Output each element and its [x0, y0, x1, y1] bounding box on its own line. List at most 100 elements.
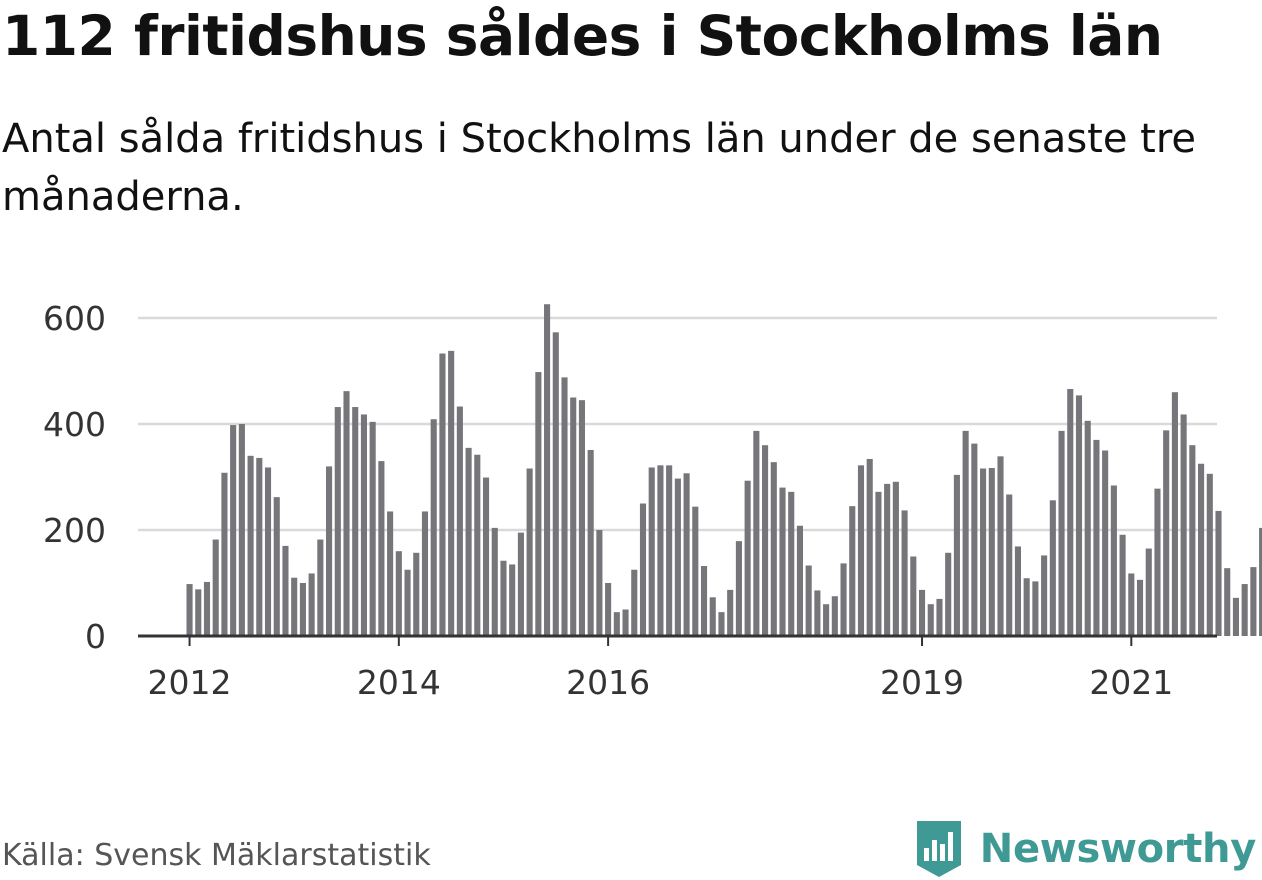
bar [779, 488, 785, 636]
chart-subtitle: Antal sålda fritidshus i Stockholms län … [2, 110, 1222, 226]
bar [1181, 414, 1187, 636]
source-note: Källa: Svensk Mäklarstatistik [2, 838, 431, 873]
bar [788, 492, 794, 636]
bar [187, 584, 193, 636]
bar [282, 546, 288, 636]
bar [1128, 573, 1134, 636]
bar [954, 475, 960, 636]
bar [1154, 489, 1160, 636]
x-tick-label: 2019 [880, 663, 964, 702]
bar [588, 450, 594, 636]
bar [405, 570, 411, 636]
bar [971, 444, 977, 636]
bar [1093, 440, 1099, 636]
bar [997, 456, 1003, 636]
bar [579, 400, 585, 636]
bar [1067, 389, 1073, 636]
bar [849, 506, 855, 636]
bar [1233, 598, 1239, 636]
bar [1224, 568, 1230, 636]
bar [1120, 535, 1126, 636]
bar [352, 407, 358, 636]
bar [884, 484, 890, 636]
y-tick-label: 400 [43, 405, 106, 444]
bar [413, 553, 419, 636]
bar [614, 612, 620, 636]
bar [1172, 392, 1178, 636]
brand-logo: Newsworthy [914, 818, 1256, 880]
bar [1215, 511, 1221, 636]
bar [239, 424, 245, 636]
bar [1015, 546, 1021, 636]
bar [753, 431, 759, 636]
y-tick-label: 200 [43, 511, 106, 550]
bar [544, 304, 550, 636]
bar [570, 398, 576, 637]
bar [265, 467, 271, 636]
bar [936, 599, 942, 636]
bar [919, 590, 925, 636]
bar [1189, 445, 1195, 636]
bar [1146, 549, 1152, 636]
bar [387, 511, 393, 636]
bar [535, 372, 541, 636]
bar [195, 589, 201, 636]
bar [204, 582, 210, 636]
bar [230, 425, 236, 636]
bar [1111, 485, 1117, 636]
bar [1250, 567, 1256, 636]
bar [553, 332, 559, 636]
bar [1163, 430, 1169, 636]
bar [1102, 451, 1108, 637]
bar [483, 478, 489, 636]
bar [989, 468, 995, 636]
bar [640, 504, 646, 637]
bar [841, 563, 847, 636]
bar [1024, 578, 1030, 636]
bar [370, 422, 376, 636]
bar [675, 479, 681, 636]
bar [945, 553, 951, 636]
bar [858, 465, 864, 636]
bar [1006, 494, 1012, 636]
bar [745, 481, 751, 636]
bar [1085, 421, 1091, 636]
bar [666, 465, 672, 636]
bar [1137, 580, 1143, 636]
bar [422, 511, 428, 636]
bar [361, 414, 367, 636]
bar [806, 566, 812, 636]
bar [814, 590, 820, 636]
bar [1207, 474, 1213, 636]
bar [893, 482, 899, 636]
bar [396, 551, 402, 636]
bar [797, 526, 803, 636]
bar [1050, 500, 1056, 636]
bar [1059, 431, 1065, 636]
brand-name: Newsworthy [980, 826, 1256, 872]
bar [248, 456, 254, 636]
bar [300, 583, 306, 636]
bar [527, 469, 533, 636]
bar [623, 610, 629, 637]
bar [378, 461, 384, 636]
bar [701, 566, 707, 636]
bar [500, 561, 506, 636]
bar [256, 458, 262, 636]
bar [1198, 464, 1204, 636]
bar [474, 455, 480, 636]
bar [518, 533, 524, 636]
bar [492, 528, 498, 636]
bar [684, 473, 690, 636]
bar [867, 459, 873, 636]
bar [309, 573, 315, 636]
bar-chart-badge-icon [914, 818, 964, 880]
bar-chart: 0200400600201220142016201920212023112 [0, 280, 1262, 710]
bar [291, 578, 297, 636]
bar [710, 597, 716, 636]
bar [509, 564, 515, 636]
bar [762, 445, 768, 636]
x-tick-label: 2021 [1089, 663, 1173, 702]
axes [138, 636, 1262, 646]
bar [439, 354, 445, 636]
